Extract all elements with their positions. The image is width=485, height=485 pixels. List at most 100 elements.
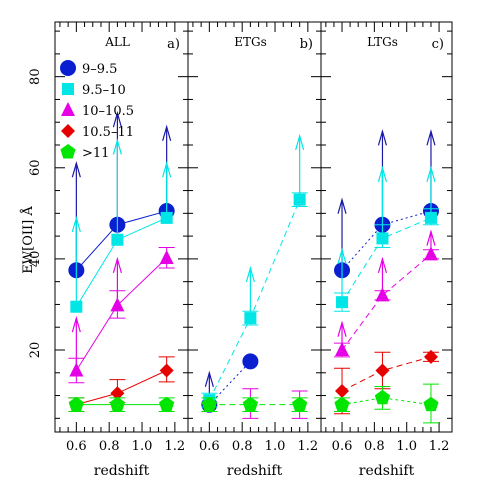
data-point [242,353,259,370]
series-pentagon [68,396,175,412]
limit-arrowhead [337,247,347,264]
x-axis-label: redshift [94,463,150,479]
x-tick-label: 0.6 [199,439,220,454]
limit-arrowhead [162,161,172,178]
data-point [374,389,391,405]
limit-arrowhead [71,315,81,333]
limit-arrowhead [426,165,436,182]
limit-arrowhead [71,161,81,178]
x-tick-label: 0.6 [332,439,353,454]
limit-arrowhead [426,129,436,146]
panel-tag: a) [167,37,180,52]
series-line [76,370,167,406]
data-point [159,249,174,264]
limit-arrowhead [204,370,214,387]
data-point [336,296,349,309]
panel-title: ETGs [234,35,267,49]
series-line [75,257,168,371]
x-tick-label: 0.8 [364,439,385,454]
series-line [341,397,432,406]
legend-label: >11 [82,146,109,161]
data-point [110,386,125,401]
limit-arrowhead [337,320,347,337]
legend-marker [60,144,76,159]
panel-title: LTGs [367,35,398,49]
x-tick-label: 0.8 [232,439,253,454]
limit-arrowhead [245,265,255,283]
data-point [109,396,125,412]
x-tick-label: 1.2 [165,439,186,454]
data-point [292,396,308,412]
series-line [341,356,432,392]
plot-frame [187,21,322,433]
data-point [376,232,389,245]
series-pentagon [334,383,439,424]
legend-label: 9–9.5 [82,62,117,77]
data-point [423,246,438,261]
series-square [334,165,439,312]
data-point [69,362,84,377]
limit-arrowhead [426,229,436,246]
limit-arrowhead [377,256,388,274]
panel-1: 20 40 60 80 0.6 0.8 1.0 1.2 redshift ALL a) 9–9.5 9.… [28,21,189,479]
series-triangle [68,247,175,384]
limit-arrowhead [162,124,172,141]
data-point [242,396,258,412]
legend-marker [61,102,75,116]
legend-marker [60,60,76,76]
x-tick-label: 0.8 [99,439,120,454]
data-point [375,287,390,302]
data-point [110,297,125,312]
data-point [111,233,124,246]
x-tick-label: 1.2 [429,439,450,454]
legend-marker [62,83,74,95]
legend: 9–9.5 9.5–10 10–10.5 10.5–11 >11 [60,60,134,161]
limit-arrowhead [295,133,305,151]
data-point [335,342,350,356]
data-point [68,396,84,412]
y-axis-label: EW[OII] Å [20,206,36,274]
limit-arrowhead [377,165,388,182]
series-triangle [334,229,439,358]
x-tick-label: 0.6 [66,439,87,454]
series-square [70,138,173,313]
panel-3: 0.6 0.8 1.0 1.2 redshift LTGs c) [320,21,453,479]
x-tick-label: 1.0 [265,439,286,454]
data-point [423,349,438,364]
data-point [334,396,350,412]
series-line [341,253,432,351]
limit-arrowhead [71,215,81,233]
series-circle [334,129,439,279]
panel-2: 0.6 0.8 1.0 1.2 redshift ETGs b) [187,21,322,479]
data-point [293,193,306,206]
x-axis-label: redshift [359,463,415,479]
limit-arrowhead [112,256,122,274]
legend-label: 10.5–11 [82,125,134,140]
limit-arrowhead [112,110,122,128]
data-point [424,211,437,224]
y-tick-label: 20 [28,342,43,359]
legend-label: 9.5–10 [82,83,126,98]
data-point [160,211,173,224]
data-point [70,300,83,313]
legend-label: 10–10.5 [82,104,134,119]
panel-tag: c) [432,37,444,52]
series-pentagon [201,396,308,412]
data-point [423,396,439,412]
data-point [159,363,174,378]
panel-title: ALL [104,35,130,49]
data-point [244,312,257,325]
data-point [375,363,390,378]
plot-frame [320,21,453,433]
series-line [208,199,301,401]
x-tick-label: 1.2 [298,439,319,454]
y-tick-label: 80 [28,68,43,85]
x-axis-label: redshift [227,463,283,479]
data-point [201,396,217,412]
limit-arrowhead [337,197,347,214]
limit-arrowhead [377,129,388,146]
data-point [159,396,175,412]
x-tick-label: 1.0 [396,439,417,454]
y-tick-label: 60 [28,160,43,177]
